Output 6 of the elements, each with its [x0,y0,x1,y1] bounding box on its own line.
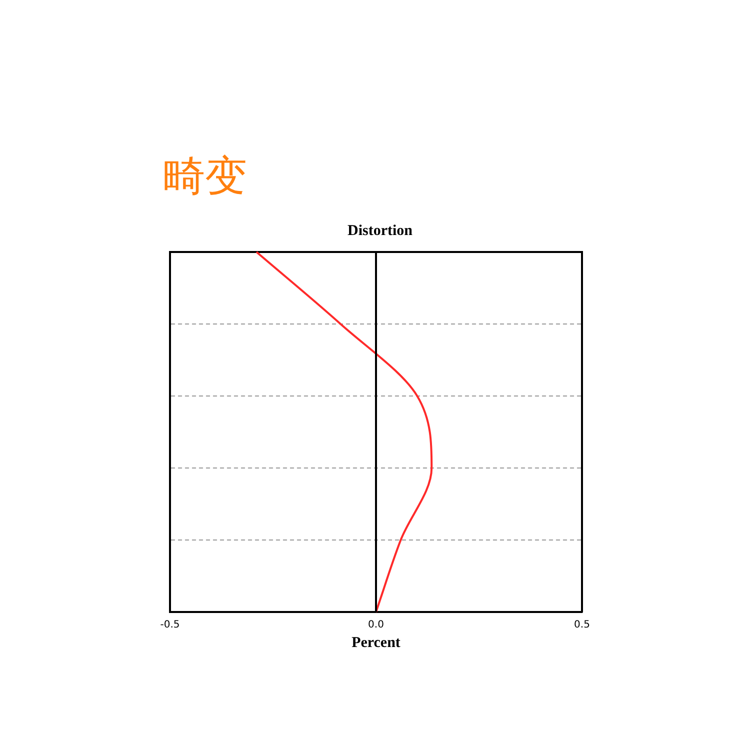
x-axis-title: Percent [352,634,400,651]
x-tick-label: 0.5 [574,620,590,631]
x-tick-label: 0.0 [368,620,384,631]
chart-title: 畸变 [163,150,247,202]
x-tick-label: -0.5 [160,620,180,631]
chart-subtitle: Distortion [348,222,414,239]
